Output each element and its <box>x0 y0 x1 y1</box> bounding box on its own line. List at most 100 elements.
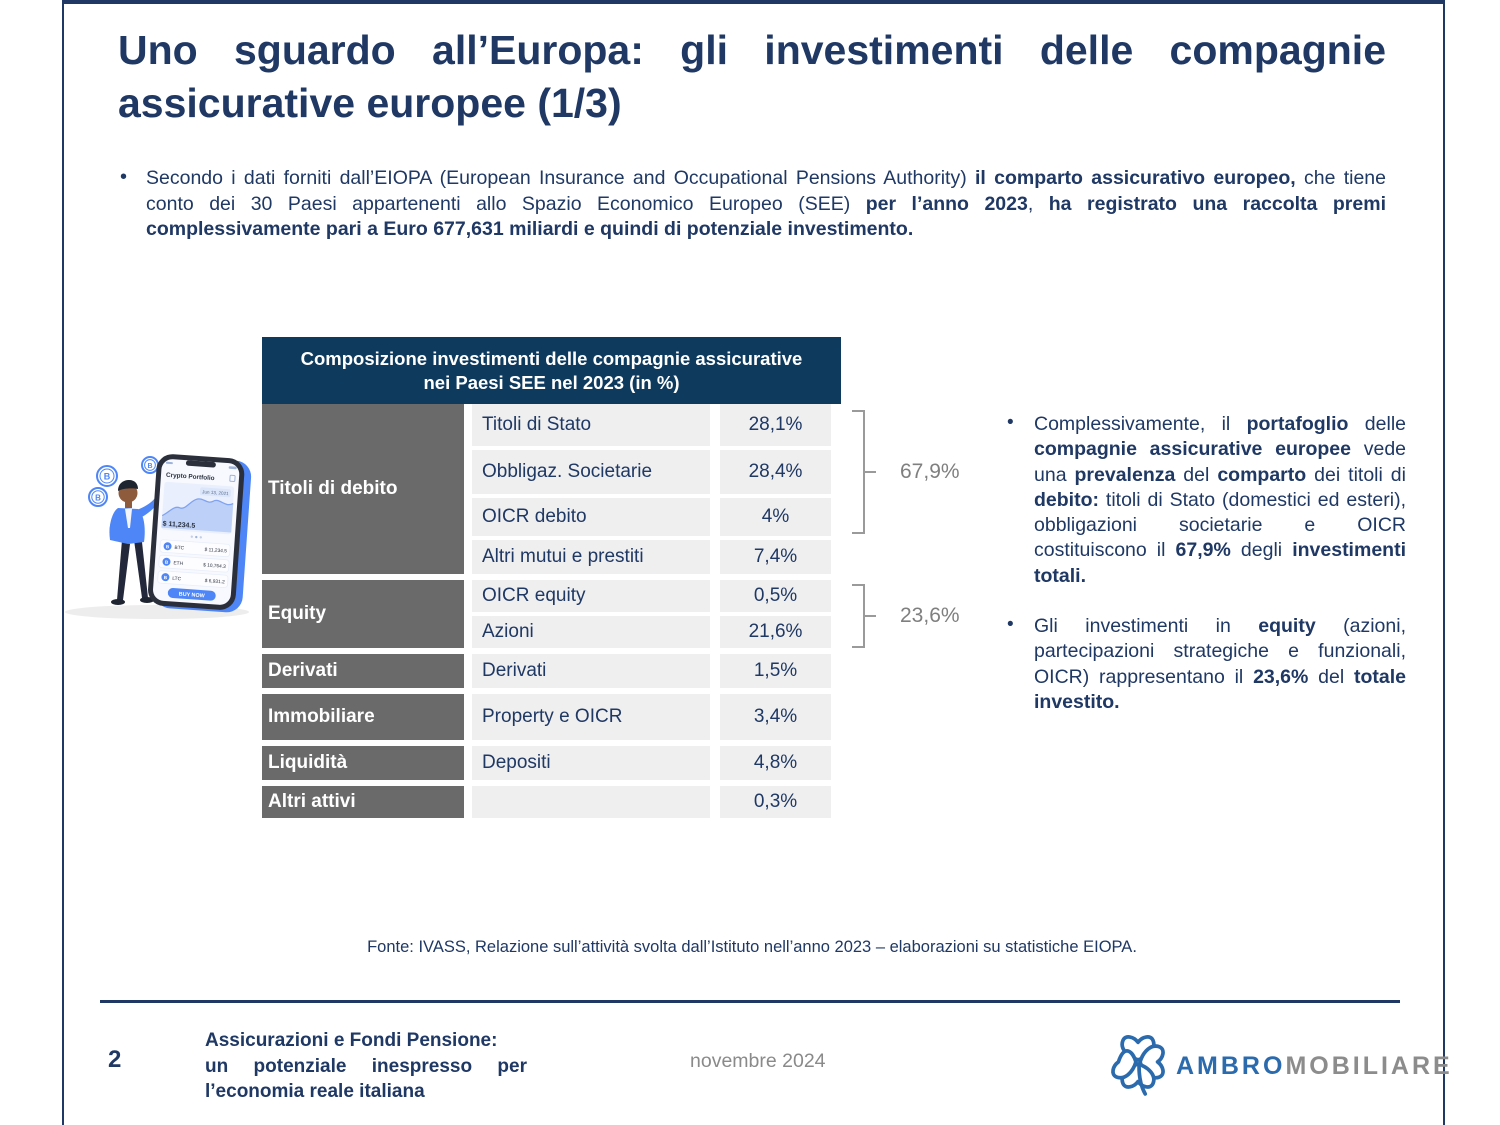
row-label <box>472 786 710 818</box>
table-row: Altri mutui e prestiti 7,4% <box>472 540 841 574</box>
row-value: 1,5% <box>720 654 831 688</box>
bitcoin-coin-icon: B <box>141 456 159 474</box>
svg-text:BTC: BTC <box>174 545 185 552</box>
row-label: Altri mutui e prestiti <box>472 540 710 574</box>
table-group-immobiliare: Immobiliare Property e OICR 3,4% <box>262 694 841 740</box>
row-value: 4% <box>720 498 831 536</box>
phone-asset-row: B LTC $ 6,931.2 <box>157 570 229 589</box>
footer-deck-title: Assicurazioni e Fondi Pensione: un poten… <box>205 1028 527 1105</box>
row-label: Property e OICR <box>472 694 710 740</box>
table-group-titoli-di-debito: Titoli di debito Titoli di Stato 28,1% O… <box>262 404 841 574</box>
phone-balance: $ 11,234.5 <box>162 521 195 530</box>
footer-date: novembre 2024 <box>690 1050 826 1072</box>
row-value: 28,4% <box>720 450 831 494</box>
category-cell: Liquidità <box>262 746 464 780</box>
footer-title-line2: un potenziale inespresso per <box>205 1055 527 1077</box>
phone-date: Jun 13, 2021 <box>202 489 229 496</box>
logo-mobiliare-text: MOBILIARE <box>1285 1052 1453 1080</box>
note2-bullet-glyph: • <box>1007 614 1014 635</box>
row-label: OICR equity <box>472 580 710 612</box>
category-cell: Immobiliare <box>262 694 464 740</box>
equity-bracket <box>852 584 876 648</box>
table-row: Depositi 4,8% <box>472 746 841 780</box>
row-value: 28,1% <box>720 404 831 446</box>
row-value: 3,4% <box>720 694 831 740</box>
page-title: Uno sguardo all’Europa: gli investimenti… <box>118 24 1386 130</box>
note1-bullet-glyph: • <box>1007 412 1014 433</box>
table-row: Azioni 21,6% <box>472 616 841 648</box>
svg-text:LTC: LTC <box>172 576 182 583</box>
row-value: 4,8% <box>720 746 831 780</box>
svg-text:B: B <box>104 472 111 482</box>
svg-text:$ 6,931.2: $ 6,931.2 <box>205 578 226 585</box>
svg-text:B: B <box>95 494 101 503</box>
page-title-line1: Uno sguardo all’Europa: gli investimenti… <box>118 27 1386 73</box>
clover-icon <box>1106 1028 1170 1105</box>
phone-asset-row: B BTC $ 11,234.5 <box>159 539 231 558</box>
crypto-illustration: B B B <box>62 448 252 623</box>
intro-bullet-glyph: • <box>120 166 128 188</box>
table-row: Titoli di Stato 28,1% <box>472 404 841 446</box>
phone-app-title: Crypto Portfolio <box>166 472 215 482</box>
right-border-line <box>1443 0 1445 1125</box>
table-group-liquidita: Liquidità Depositi 4,8% <box>262 746 841 780</box>
debt-total-label: 67,9% <box>900 460 960 483</box>
logo-ambro-text: AMBRO <box>1176 1052 1286 1080</box>
table-row: Derivati 1,5% <box>472 654 841 688</box>
footer-title-line3: l’economia reale italiana <box>205 1081 425 1102</box>
row-label: Obbligaz. Societarie <box>472 450 710 494</box>
footer-title-line1: Assicurazioni e Fondi Pensione: <box>205 1030 498 1051</box>
table-group-altri-attivi: Altri attivi 0,3% <box>262 786 841 818</box>
source-note: Fonte: IVASS, Relazione sull’attività sv… <box>367 938 1137 956</box>
phone-illustration: Crypto Portfolio Jun 13, 2021 $ 11,234.5… <box>148 454 252 613</box>
svg-text:$ 11,234.5: $ 11,234.5 <box>204 547 227 555</box>
table-title-line1: Composizione investimenti delle compagni… <box>300 347 803 369</box>
category-cell: Derivati <box>262 654 464 688</box>
table-title: Composizione investimenti delle compagni… <box>262 337 841 404</box>
equity-total-label: 23,6% <box>900 604 960 627</box>
phone-asset-row: B ETH $ 10,764.3 <box>158 554 230 573</box>
investments-table: Titoli di debito Titoli di Stato 28,1% O… <box>262 404 841 824</box>
phone-area-chart <box>161 498 234 533</box>
phone-buy-now-button: BUY NOW <box>167 588 216 601</box>
row-value: 0,5% <box>720 580 831 612</box>
table-group-equity: Equity OICR equity 0,5% Azioni 21,6% <box>262 580 841 648</box>
row-label: Depositi <box>472 746 710 780</box>
svg-text:$ 10,764.3: $ 10,764.3 <box>203 562 226 570</box>
person-illustration <box>109 480 162 605</box>
row-value: 7,4% <box>720 540 831 574</box>
page-title-line2: assicurative europee (1/3) <box>118 80 622 126</box>
ambromobiliare-logo: AMBROMOBILIARE <box>1106 1028 1453 1105</box>
table-row: Obbligaz. Societarie 28,4% <box>472 450 841 494</box>
table-row: 0,3% <box>472 786 841 818</box>
svg-text:B: B <box>166 544 170 549</box>
table-group-derivati: Derivati Derivati 1,5% <box>262 654 841 688</box>
row-value: 21,6% <box>720 616 831 648</box>
table-row: Property e OICR 3,4% <box>472 694 841 740</box>
category-cell: Equity <box>262 580 464 648</box>
footer-divider-line <box>100 1000 1400 1003</box>
row-label: Titoli di Stato <box>472 404 710 446</box>
phone-notch <box>185 460 216 468</box>
top-border-line <box>63 0 1445 4</box>
table-row: OICR equity 0,5% <box>472 580 841 612</box>
note-debt: Complessivamente, il portafoglio delle c… <box>1034 413 1407 587</box>
svg-text:ETH: ETH <box>173 560 184 567</box>
logo-wordmark: AMBROMOBILIARE <box>1176 1052 1453 1081</box>
table-row: OICR debito 4% <box>472 498 841 536</box>
category-cell: Altri attivi <box>262 786 464 818</box>
svg-text:B: B <box>165 560 169 565</box>
row-label: Azioni <box>472 616 710 648</box>
bitcoin-coin-icon: B <box>96 465 118 487</box>
note-equity: Gli investimenti in equity (azioni, part… <box>1034 615 1407 713</box>
svg-text:B: B <box>147 463 152 470</box>
page-number: 2 <box>108 1046 122 1073</box>
row-label: OICR debito <box>472 498 710 536</box>
left-border-line <box>62 0 64 1125</box>
svg-text:BUY NOW: BUY NOW <box>179 592 206 600</box>
table-title-line2: nei Paesi SEE nel 2023 (in %) <box>423 371 680 393</box>
row-label: Derivati <box>472 654 710 688</box>
row-value: 0,3% <box>720 786 831 818</box>
debt-bracket <box>852 410 876 534</box>
